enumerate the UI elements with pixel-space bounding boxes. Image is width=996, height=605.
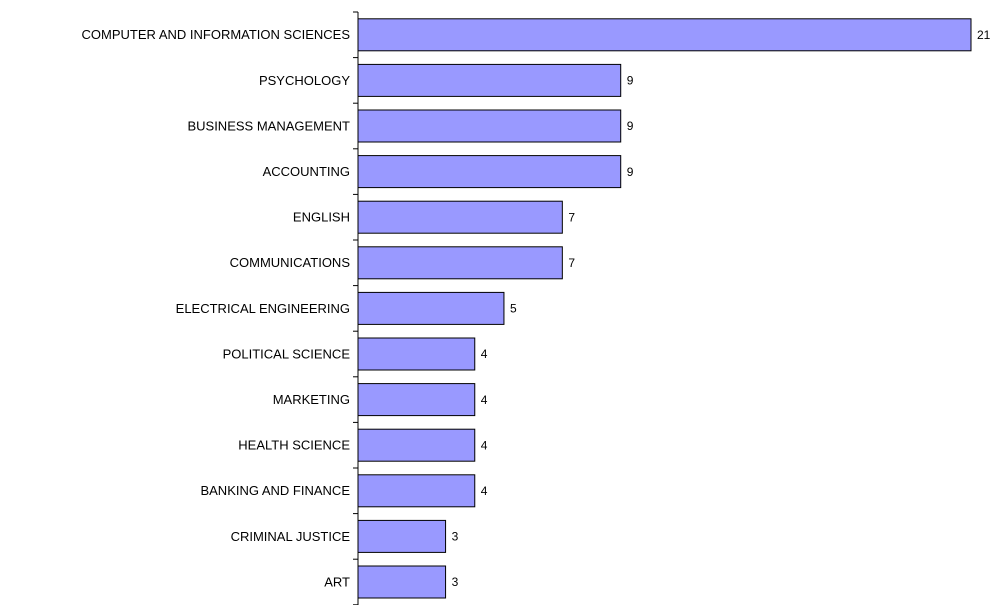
bar <box>357 291 505 325</box>
bar <box>357 109 622 143</box>
category-label: ELECTRICAL ENGINEERING <box>176 301 350 316</box>
value-label: 9 <box>627 165 634 179</box>
bar <box>357 18 972 52</box>
category-label: POLITICAL SCIENCE <box>223 346 351 361</box>
value-label: 9 <box>627 119 634 133</box>
bar <box>357 383 476 417</box>
category-label: BANKING AND FINANCE <box>200 483 350 498</box>
value-label: 5 <box>510 302 517 316</box>
category-label: ACCOUNTING <box>263 164 350 179</box>
value-label: 21 <box>977 28 991 42</box>
value-label: 3 <box>452 575 459 589</box>
value-label: 4 <box>481 438 488 452</box>
bar <box>357 155 622 189</box>
category-label: CRIMINAL JUSTICE <box>231 529 351 544</box>
category-label: MARKETING <box>273 392 350 407</box>
value-label: 7 <box>568 210 575 224</box>
bar <box>357 519 447 553</box>
category-label: PSYCHOLOGY <box>259 73 350 88</box>
value-label: 3 <box>452 530 459 544</box>
category-label: COMPUTER AND INFORMATION SCIENCES <box>82 27 351 42</box>
category-label: HEALTH SCIENCE <box>238 438 350 453</box>
category-label: ART <box>324 574 350 589</box>
bar <box>357 474 476 508</box>
bar <box>357 63 622 97</box>
bar <box>357 246 563 280</box>
bar <box>357 200 563 234</box>
value-label: 4 <box>481 393 488 407</box>
value-label: 4 <box>481 484 488 498</box>
category-label: ENGLISH <box>293 210 350 225</box>
bar <box>357 337 476 371</box>
value-label: 9 <box>627 74 634 88</box>
value-label: 4 <box>481 347 488 361</box>
bar <box>357 565 447 599</box>
category-label: BUSINESS MANAGEMENT <box>187 118 350 133</box>
category-label: COMMUNICATIONS <box>230 255 351 270</box>
value-label: 7 <box>568 256 575 270</box>
bar <box>357 428 476 462</box>
